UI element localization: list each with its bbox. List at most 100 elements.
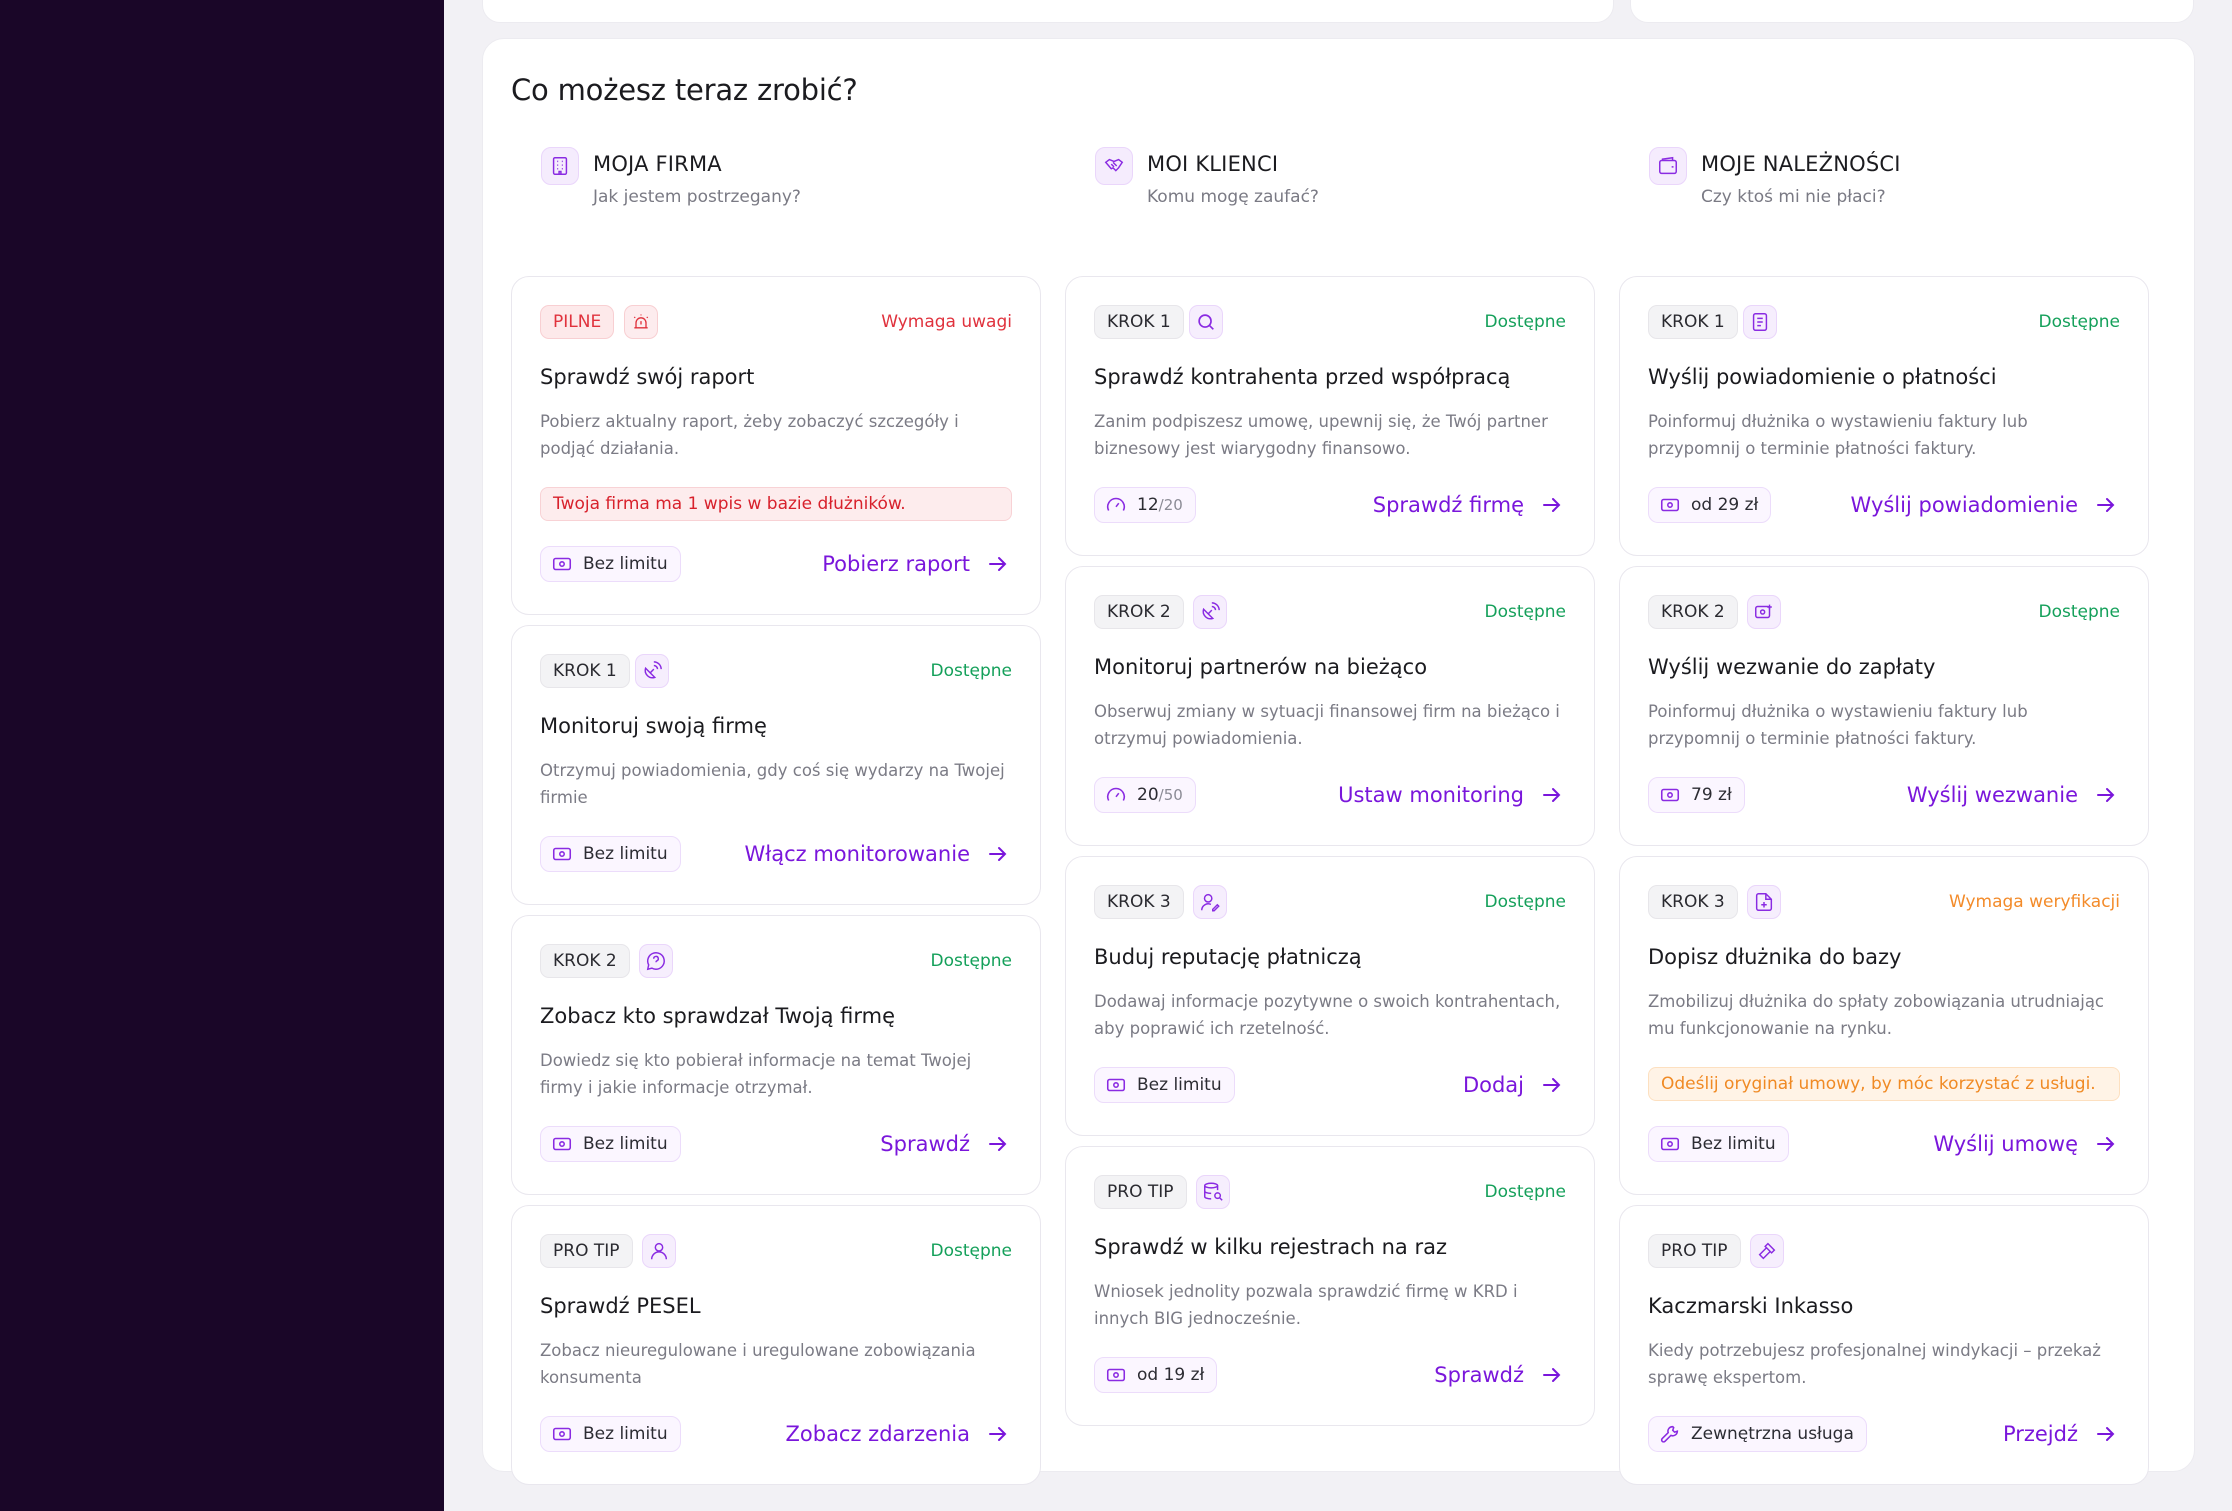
column-moje-naleznosci: MOJE NALEŻNOŚCI Czy ktoś mi nie płaci? K… — [1619, 147, 2149, 1485]
action-label: Wyślij umowę — [1933, 1132, 2078, 1156]
card-description: Dowiedz się kto pobierał informacje na t… — [540, 1051, 972, 1097]
step-badge: KROK 2 — [540, 944, 630, 978]
arrow-right-icon — [1543, 1368, 1561, 1382]
add-button[interactable]: Dodaj — [1463, 1067, 1564, 1103]
action-label: Włącz monitorowanie — [744, 842, 970, 866]
price-label: Bez limitu — [583, 1134, 668, 1154]
price-badge: od 19 zł — [1094, 1357, 1218, 1393]
usage-badge: 12/20 — [1094, 487, 1196, 523]
send-notice-button[interactable]: Wyślij powiadomienie — [1851, 487, 2118, 523]
wallet-icon — [1649, 147, 1687, 185]
action-card-monitor-partners: KROK 2 Dostępne Monitoruj partnerów na b… — [1065, 566, 1595, 846]
wrench-icon — [1660, 1425, 1679, 1443]
alarm-icon — [624, 305, 658, 339]
usage-badge: 20/50 — [1094, 777, 1196, 813]
status-label: Dostępne — [930, 1241, 1013, 1261]
price-badge: Bez limitu — [540, 546, 681, 582]
step-badge: KROK 3 — [1648, 885, 1738, 919]
arrow-right-icon — [989, 557, 1007, 571]
arrow-right-icon — [1543, 1078, 1561, 1092]
card-title: Sprawdź PESEL — [540, 1294, 701, 1318]
send-contract-button[interactable]: Wyślij umowę — [1933, 1126, 2118, 1162]
action-card-check-contractor: KROK 1 Dostępne Sprawdź kontrahenta prze… — [1065, 276, 1595, 556]
action-label: Wyślij powiadomienie — [1850, 493, 2078, 517]
price-label: Bez limitu — [1137, 1075, 1222, 1095]
gauge-icon — [1106, 787, 1126, 801]
card-title: Sprawdź swój raport — [540, 365, 755, 389]
column-title: MOI KLIENCI — [1147, 152, 1279, 176]
check-registries-button[interactable]: Sprawdź — [1434, 1357, 1564, 1393]
action-card-inkasso: PRO TIP Kaczmarski Inkasso Kiedy potrzeb… — [1619, 1205, 2149, 1485]
column-subtitle: Czy ktoś mi nie płaci? — [1701, 187, 1886, 207]
arrow-right-icon — [2097, 498, 2115, 512]
price-label: Zewnętrzna usługa — [1691, 1424, 1854, 1444]
card-title: Zobacz kto sprawdzał Twoją firmę — [540, 1004, 896, 1028]
status-label: Wymaga weryfikacji — [1948, 892, 2120, 912]
card-description: Zobacz nieuregulowane i uregulowane zobo… — [540, 1341, 976, 1387]
satellite-dish-icon — [635, 654, 669, 688]
card-description: Poinformuj dłużnika o wystawieniu faktur… — [1648, 412, 2028, 458]
arrow-right-icon — [1543, 788, 1561, 802]
card-description: Kiedy potrzebujesz profesjonalnej windyk… — [1648, 1341, 2101, 1387]
card-title: Kaczmarski Inkasso — [1648, 1294, 1854, 1318]
card-title: Buduj reputację płatniczą — [1094, 945, 1362, 969]
status-label: Dostępne — [930, 951, 1013, 971]
status-label: Dostępne — [1484, 1182, 1567, 1202]
send-demand-button[interactable]: Wyślij wezwanie — [1907, 777, 2118, 813]
action-card-pesel: PRO TIP Dostępne Sprawdź PESEL Zobacz ni… — [511, 1205, 1041, 1485]
alert-message: Twoja firma ma 1 wpis w bazie dłużników. — [540, 487, 1012, 521]
step-badge: KROK 2 — [1094, 595, 1184, 629]
arrow-right-icon — [1543, 498, 1561, 512]
set-monitoring-button[interactable]: Ustaw monitoring — [1338, 777, 1564, 813]
card-description: Poinformuj dłużnika o wystawieniu faktur… — [1648, 702, 2028, 748]
column-moja-firma: MOJA FIRMA Jak jestem postrzegany? PILNE… — [511, 147, 1041, 1485]
action-label: Sprawdź — [1434, 1363, 1524, 1387]
card-title: Wyślij powiadomienie o płatności — [1648, 365, 1997, 389]
see-events-button[interactable]: Zobacz zdarzenia — [786, 1416, 1011, 1452]
money-icon — [1660, 788, 1680, 802]
price-badge: Bez limitu — [1094, 1067, 1235, 1103]
card-description: Zanim podpiszesz umowę, upewnij się, że … — [1094, 412, 1548, 458]
action-label: Wyślij wezwanie — [1906, 783, 2078, 807]
price-badge: Bez limitu — [540, 836, 681, 872]
column-header: MOJA FIRMA Jak jestem postrzegany? — [511, 147, 1041, 237]
card-description: Dodawaj informacje pozytywne o swoich ko… — [1094, 992, 1561, 1038]
action-label: Sprawdź firmę — [1372, 493, 1524, 517]
card-description: Wniosek jednolity pozwala sprawdzić firm… — [1094, 1282, 1518, 1328]
column-header: MOI KLIENCI Komu mogę zaufać? — [1065, 147, 1595, 237]
download-report-button[interactable]: Pobierz raport — [822, 546, 1010, 582]
card-title: Sprawdź kontrahenta przed współpracą — [1094, 365, 1511, 389]
status-label: Dostępne — [930, 661, 1013, 681]
price-badge: Bez limitu — [1648, 1126, 1789, 1162]
go-button[interactable]: Przejdź — [2003, 1416, 2118, 1452]
action-card-multi-registry: PRO TIP Dostępne Sprawdź w kilku rejestr… — [1065, 1146, 1595, 1426]
action-label: Sprawdź — [880, 1132, 970, 1156]
card-title: Wyślij wezwanie do zapłaty — [1648, 655, 1936, 679]
pro-tip-badge: PRO TIP — [1648, 1234, 1741, 1268]
database-search-icon — [1196, 1175, 1230, 1209]
person-icon — [642, 1234, 676, 1268]
arrow-right-icon — [989, 1137, 1007, 1151]
check-company-button[interactable]: Sprawdź firmę — [1373, 487, 1564, 523]
price-label: Bez limitu — [583, 1424, 668, 1444]
page-title: Co możesz teraz zrobić? — [511, 73, 858, 107]
satellite-dish-icon — [1193, 595, 1227, 629]
card-title: Monitoruj swoją firmę — [540, 714, 767, 738]
money-icon — [1106, 1368, 1126, 1382]
top-card-left — [482, 0, 1614, 23]
enable-monitoring-button[interactable]: Włącz monitorowanie — [744, 836, 1010, 872]
arrow-right-icon — [2097, 1137, 2115, 1151]
column-subtitle: Jak jestem postrzegany? — [593, 187, 801, 207]
money-icon — [552, 1137, 572, 1151]
price-badge: od 29 zł — [1648, 487, 1772, 523]
action-label: Zobacz zdarzenia — [785, 1422, 971, 1446]
action-card-who-checked: KROK 2 Dostępne Zobacz kto sprawdzał Two… — [511, 915, 1041, 1195]
user-edit-icon — [1193, 885, 1227, 919]
action-card-payment-notice: KROK 1 Dostępne Wyślij powiadomienie o p… — [1619, 276, 2149, 556]
money-icon — [1660, 498, 1680, 512]
action-label: Przejdź — [2002, 1422, 2078, 1446]
check-visitors-button[interactable]: Sprawdź — [880, 1126, 1010, 1162]
card-description: Zmobilizuj dłużnika do spłaty zobowiązan… — [1648, 992, 2104, 1038]
action-card-reputation: KROK 3 Dostępne Buduj reputację płatnicz… — [1065, 856, 1595, 1136]
alert-message: Odeślij oryginał umowy, by móc korzystać… — [1648, 1067, 2120, 1101]
